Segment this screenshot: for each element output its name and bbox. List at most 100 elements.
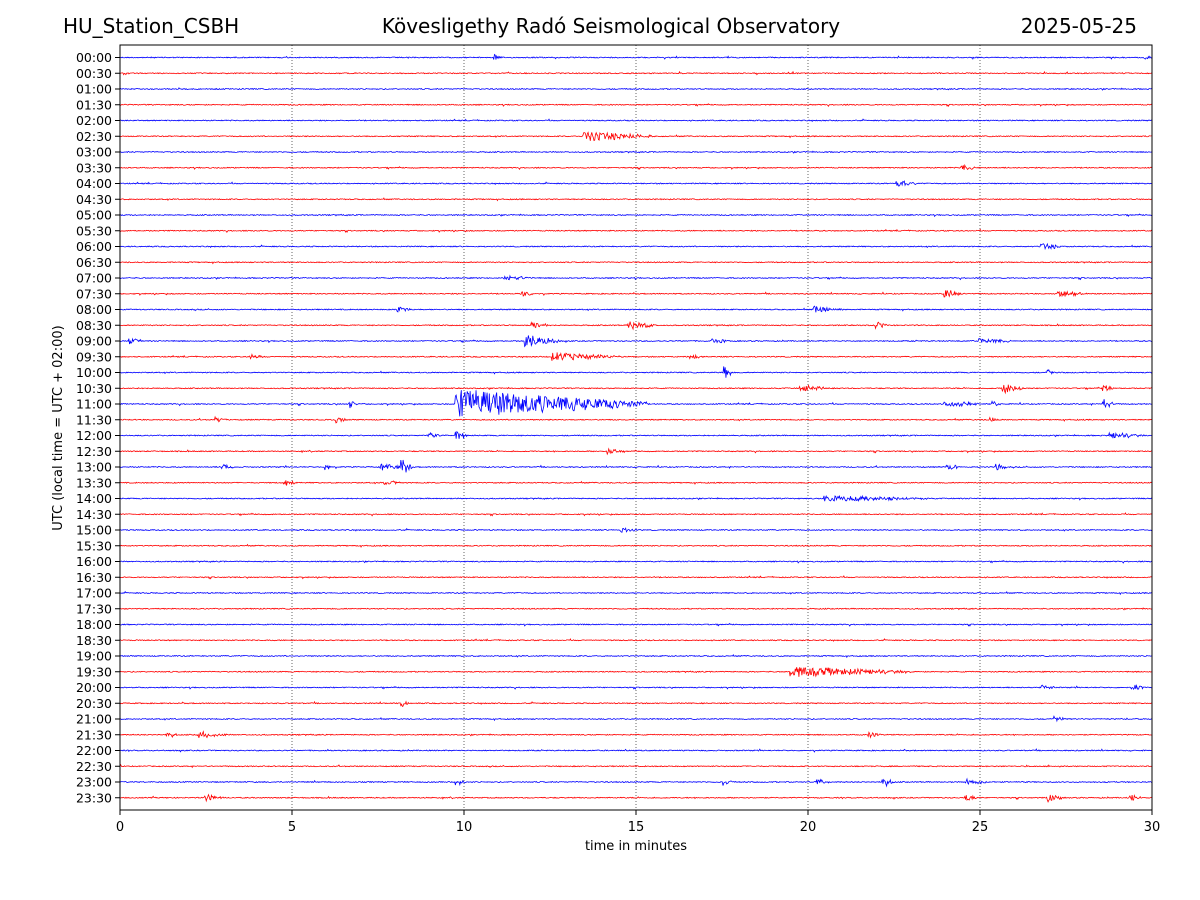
x-tick-label-20: 20 bbox=[800, 820, 817, 835]
x-axis-label: time in minutes bbox=[585, 839, 687, 854]
y-tick-label-0100: 01:00 bbox=[76, 82, 112, 97]
trace-1930 bbox=[119, 667, 1153, 678]
trace-2100 bbox=[119, 715, 1153, 723]
trace-0000 bbox=[119, 53, 1153, 60]
trace-2130 bbox=[120, 730, 1153, 739]
y-tick-label-0630: 06:30 bbox=[76, 255, 112, 270]
trace-0600 bbox=[119, 242, 1153, 251]
y-tick-label-0030: 00:30 bbox=[76, 66, 112, 81]
trace-0900 bbox=[119, 335, 1153, 348]
y-tick-label-2000: 20:00 bbox=[76, 680, 112, 695]
trace-0500 bbox=[119, 213, 1153, 218]
x-tick-label-10: 10 bbox=[456, 820, 473, 835]
trace-1100 bbox=[119, 390, 1153, 417]
y-tick-label-0930: 09:30 bbox=[76, 349, 112, 364]
y-tick-label-1430: 14:30 bbox=[76, 507, 112, 522]
trace-1830 bbox=[119, 638, 1153, 642]
y-tick-label-0230: 02:30 bbox=[76, 129, 112, 144]
trace-0730 bbox=[119, 290, 1153, 298]
observatory-title: Kövesligethy Radó Seismological Observat… bbox=[381, 14, 841, 38]
trace-0800 bbox=[119, 305, 1153, 313]
y-tick-label-1130: 11:30 bbox=[76, 412, 112, 427]
y-tick-label-1500: 15:00 bbox=[76, 523, 112, 538]
y-tick-label-0900: 09:00 bbox=[76, 334, 112, 349]
y-tick-label-2200: 22:00 bbox=[76, 743, 112, 758]
y-tick-label-0700: 07:00 bbox=[76, 271, 112, 286]
y-axis-label: UTC (local time = UTC + 02:00) bbox=[51, 325, 66, 530]
y-tick-label-0330: 03:30 bbox=[76, 160, 112, 175]
trace-1030 bbox=[119, 384, 1153, 395]
trace-0530 bbox=[119, 228, 1153, 234]
y-tick-label-2030: 20:30 bbox=[76, 696, 112, 711]
y-tick-label-1900: 19:00 bbox=[76, 649, 112, 664]
y-tick-label-2230: 22:30 bbox=[76, 759, 112, 774]
trace-1730 bbox=[119, 607, 1153, 611]
trace-1230 bbox=[119, 447, 1153, 456]
trace-1200 bbox=[119, 430, 1153, 439]
trace-2230 bbox=[119, 764, 1153, 769]
y-tick-label-1730: 17:30 bbox=[76, 601, 112, 616]
y-tick-label-0300: 03:00 bbox=[76, 145, 112, 160]
trace-1500 bbox=[119, 527, 1153, 533]
trace-0630 bbox=[119, 261, 1153, 265]
y-tick-label-2300: 23:00 bbox=[76, 775, 112, 790]
y-tick-label-1700: 17:00 bbox=[76, 586, 112, 601]
x-tick-label-0: 0 bbox=[116, 820, 124, 835]
y-tick-label-2100: 21:00 bbox=[76, 712, 112, 727]
trace-0030 bbox=[119, 70, 1153, 76]
y-tick-label-0130: 01:30 bbox=[76, 97, 112, 112]
trace-1130 bbox=[119, 415, 1153, 424]
y-tick-label-0430: 04:30 bbox=[76, 192, 112, 207]
x-tick-label-15: 15 bbox=[628, 820, 645, 835]
y-tick-label-1400: 14:00 bbox=[76, 491, 112, 506]
y-tick-label-1600: 16:00 bbox=[76, 554, 112, 569]
trace-2200 bbox=[119, 748, 1153, 753]
trace-1700 bbox=[119, 590, 1153, 596]
y-tick-label-0830: 08:30 bbox=[76, 318, 112, 333]
y-tick-label-0600: 06:00 bbox=[76, 239, 112, 254]
trace-1600 bbox=[119, 559, 1153, 564]
trace-2030 bbox=[119, 700, 1153, 707]
trace-0700 bbox=[119, 274, 1153, 281]
x-tick-label-5: 5 bbox=[288, 820, 296, 835]
y-tick-label-1230: 12:30 bbox=[76, 444, 112, 459]
y-tick-label-0730: 07:30 bbox=[76, 286, 112, 301]
trace-2000 bbox=[119, 684, 1153, 691]
trace-1630 bbox=[119, 575, 1153, 580]
trace-2330 bbox=[119, 793, 1153, 803]
y-tick-label-1330: 13:30 bbox=[76, 475, 112, 490]
y-tick-label-1800: 18:00 bbox=[76, 617, 112, 632]
record-date: 2025-05-25 bbox=[1020, 14, 1137, 38]
y-tick-label-0800: 08:00 bbox=[76, 302, 112, 317]
trace-1530 bbox=[119, 543, 1153, 548]
trace-1900 bbox=[119, 654, 1153, 659]
y-tick-label-0200: 02:00 bbox=[76, 113, 112, 128]
vertical-gridlines bbox=[291, 45, 981, 810]
trace-0130 bbox=[119, 103, 1153, 108]
y-tick-label-2130: 21:30 bbox=[76, 727, 112, 742]
trace-0230 bbox=[119, 131, 1153, 142]
trace-0100 bbox=[119, 87, 1153, 91]
y-tick-label-0530: 05:30 bbox=[76, 223, 112, 238]
y-tick-label-0000: 00:00 bbox=[76, 50, 112, 65]
y-tick-label-1300: 13:00 bbox=[76, 460, 112, 475]
trace-0330 bbox=[119, 163, 1153, 171]
trace-0200 bbox=[119, 118, 1153, 123]
trace-0430 bbox=[119, 197, 1153, 202]
y-tick-label-0400: 04:00 bbox=[76, 176, 112, 191]
y-tick-label-1630: 16:30 bbox=[76, 570, 112, 585]
plot-frame bbox=[119, 44, 1153, 811]
station-name: HU_Station_CSBH bbox=[63, 14, 240, 38]
trace-0930 bbox=[119, 352, 1153, 361]
trace-1430 bbox=[119, 512, 1153, 517]
seismic-traces bbox=[119, 53, 1153, 803]
x-tick-label-30: 30 bbox=[1144, 820, 1161, 835]
y-tick-label-1100: 11:00 bbox=[76, 397, 112, 412]
y-tick-label-2330: 23:30 bbox=[76, 790, 112, 805]
y-axis-ticks: 00:0000:3001:0001:3002:0002:3003:0003:30… bbox=[76, 50, 120, 805]
x-tick-label-25: 25 bbox=[972, 820, 989, 835]
y-tick-label-1530: 15:30 bbox=[76, 538, 112, 553]
trace-2300 bbox=[119, 777, 1153, 788]
